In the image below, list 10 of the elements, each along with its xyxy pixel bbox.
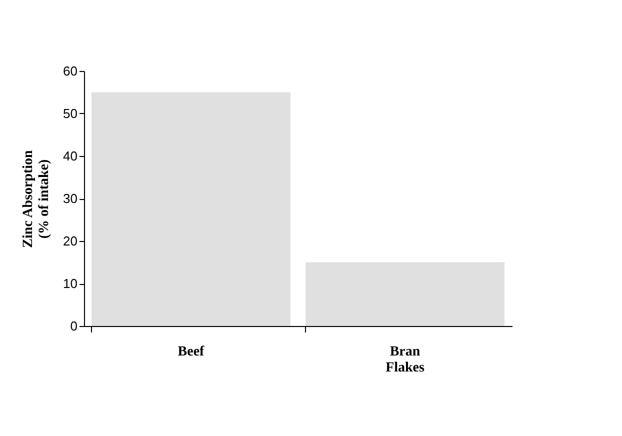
y-tick-label: 30 (63, 191, 78, 206)
x-tick-label: Bran Flakes (386, 344, 425, 376)
y-tick-label: 0 (70, 318, 78, 334)
x-tick-label: Beef (178, 344, 205, 360)
y-tick-label: 20 (63, 234, 78, 248)
y-tick-label: 10 (63, 276, 78, 291)
y-tick-label: 60 (63, 64, 78, 78)
y-tick-label: 50 (63, 106, 78, 121)
y-axis-title: Zinc Absorption (% of intake) (21, 150, 52, 248)
y-tick-label: 40 (63, 148, 78, 164)
